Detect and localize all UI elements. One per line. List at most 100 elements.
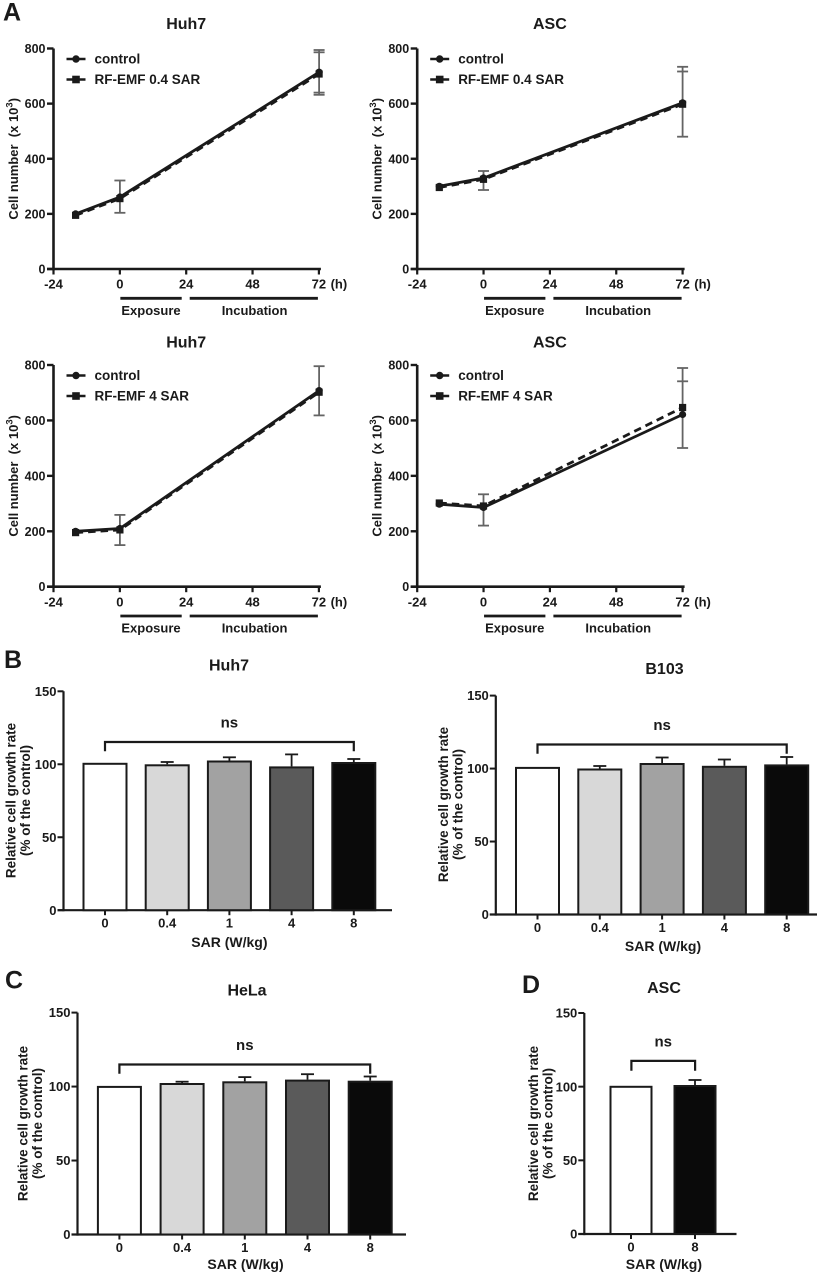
svg-text:A: A <box>3 0 21 27</box>
svg-text:0: 0 <box>116 594 123 609</box>
svg-text:48: 48 <box>609 277 623 292</box>
svg-text:ASC: ASC <box>533 16 567 33</box>
svg-text:Huh7: Huh7 <box>166 16 206 33</box>
svg-text:SAR (W/kg): SAR (W/kg) <box>207 1256 283 1272</box>
svg-text:100: 100 <box>35 757 57 772</box>
svg-text:(% of the control): (% of the control) <box>540 1068 555 1179</box>
svg-text:Exposure: Exposure <box>121 303 180 318</box>
svg-text:150: 150 <box>49 1005 71 1020</box>
svg-text:72: 72 <box>312 594 326 609</box>
svg-text:(h): (h) <box>331 594 348 609</box>
svg-text:600: 600 <box>388 414 409 428</box>
svg-text:SAR (W/kg): SAR (W/kg) <box>191 934 267 950</box>
svg-text:150: 150 <box>35 684 57 699</box>
svg-text:Incubation: Incubation <box>222 621 288 636</box>
svg-text:400: 400 <box>25 152 46 166</box>
svg-text:0.4: 0.4 <box>173 1240 192 1255</box>
svg-text:24: 24 <box>543 277 558 292</box>
svg-text:400: 400 <box>25 469 46 483</box>
svg-text:1: 1 <box>226 916 233 931</box>
svg-text:Incubation: Incubation <box>222 303 288 318</box>
svg-text:400: 400 <box>388 469 409 483</box>
svg-text:RF-EMF 4 SAR: RF-EMF 4 SAR <box>95 388 190 403</box>
svg-text:RF-EMF 0.4 SAR: RF-EMF 0.4 SAR <box>458 72 564 87</box>
svg-text:600: 600 <box>25 97 46 111</box>
svg-text:0: 0 <box>49 903 56 918</box>
svg-text:800: 800 <box>388 359 409 373</box>
svg-text:Huh7: Huh7 <box>166 335 206 352</box>
svg-text:(h): (h) <box>331 277 348 292</box>
svg-text:200: 200 <box>388 207 409 221</box>
svg-text:RF-EMF 0.4 SAR: RF-EMF 0.4 SAR <box>95 72 201 87</box>
svg-text:50: 50 <box>42 830 56 845</box>
svg-text:0: 0 <box>480 277 487 292</box>
svg-text:0.4: 0.4 <box>158 916 177 931</box>
svg-text:Huh7: Huh7 <box>209 658 249 675</box>
svg-text:0: 0 <box>116 277 123 292</box>
svg-text:(% of the control): (% of the control) <box>30 1068 45 1179</box>
svg-text:Cell number (x 103): Cell number (x 103) <box>368 98 385 220</box>
svg-text:Relative cell growth rate: Relative cell growth rate <box>3 722 18 878</box>
svg-text:Incubation: Incubation <box>585 621 651 636</box>
svg-text:B: B <box>4 646 22 674</box>
svg-text:C: C <box>5 967 23 995</box>
svg-text:Relative cell growth rate: Relative cell growth rate <box>436 726 451 882</box>
svg-text:8: 8 <box>350 916 357 931</box>
svg-text:control: control <box>95 51 141 66</box>
svg-text:-24: -24 <box>408 594 428 609</box>
svg-text:HeLa: HeLa <box>227 983 266 1000</box>
svg-text:0: 0 <box>39 263 46 277</box>
svg-text:control: control <box>458 51 504 66</box>
svg-text:1: 1 <box>658 920 665 935</box>
svg-text:48: 48 <box>609 594 623 609</box>
svg-text:8: 8 <box>783 920 790 935</box>
svg-text:400: 400 <box>388 152 409 166</box>
svg-text:50: 50 <box>56 1153 70 1168</box>
svg-text:4: 4 <box>721 920 729 935</box>
svg-text:RF-EMF 4 SAR: RF-EMF 4 SAR <box>458 388 553 403</box>
svg-text:ns: ns <box>653 717 671 734</box>
svg-text:0: 0 <box>402 263 409 277</box>
svg-text:200: 200 <box>25 207 46 221</box>
svg-text:600: 600 <box>388 97 409 111</box>
svg-text:(h): (h) <box>694 277 711 292</box>
svg-text:SAR (W/kg): SAR (W/kg) <box>625 938 701 954</box>
svg-text:24: 24 <box>179 594 194 609</box>
svg-text:Cell number (x 103): Cell number (x 103) <box>368 415 385 537</box>
svg-text:600: 600 <box>25 414 46 428</box>
svg-text:0: 0 <box>570 1227 577 1242</box>
svg-text:Cell number (x 103): Cell number (x 103) <box>5 98 22 220</box>
svg-text:72: 72 <box>675 594 689 609</box>
svg-text:Relative cell growth rate: Relative cell growth rate <box>526 1045 541 1201</box>
svg-text:control: control <box>95 368 141 383</box>
svg-text:-24: -24 <box>44 277 64 292</box>
svg-text:ns: ns <box>236 1037 254 1054</box>
svg-text:200: 200 <box>25 525 46 539</box>
svg-text:Exposure: Exposure <box>485 303 544 318</box>
svg-text:(h): (h) <box>694 594 711 609</box>
svg-text:8: 8 <box>691 1239 698 1254</box>
svg-text:control: control <box>458 368 504 383</box>
svg-text:72: 72 <box>312 277 326 292</box>
svg-text:Exposure: Exposure <box>121 621 180 636</box>
svg-text:800: 800 <box>388 42 409 56</box>
svg-text:0: 0 <box>482 907 489 922</box>
svg-text:24: 24 <box>179 277 194 292</box>
svg-text:0: 0 <box>402 580 409 594</box>
svg-text:-24: -24 <box>44 594 64 609</box>
svg-text:0: 0 <box>63 1227 70 1242</box>
svg-text:-24: -24 <box>408 277 428 292</box>
svg-text:100: 100 <box>467 761 489 776</box>
svg-text:1: 1 <box>241 1240 248 1255</box>
svg-text:(% of the control): (% of the control) <box>18 745 33 856</box>
svg-text:SAR (W/kg): SAR (W/kg) <box>626 1256 702 1272</box>
svg-text:48: 48 <box>245 277 259 292</box>
svg-text:150: 150 <box>467 688 489 703</box>
svg-text:ASC: ASC <box>533 335 567 352</box>
svg-text:48: 48 <box>245 594 259 609</box>
svg-text:ns: ns <box>654 1033 672 1050</box>
svg-text:4: 4 <box>288 916 296 931</box>
svg-text:8: 8 <box>367 1240 374 1255</box>
svg-text:72: 72 <box>675 277 689 292</box>
svg-text:0.4: 0.4 <box>591 920 610 935</box>
